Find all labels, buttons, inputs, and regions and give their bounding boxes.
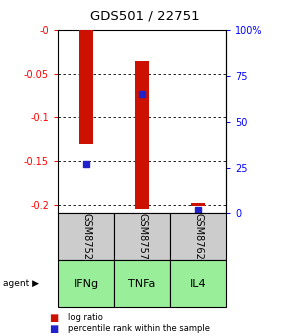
Bar	[79, 30, 93, 143]
Text: ■: ■	[49, 324, 59, 334]
Text: GSM8757: GSM8757	[137, 213, 147, 260]
Text: IL4: IL4	[190, 279, 206, 289]
Text: ■: ■	[49, 312, 59, 323]
Text: GSM8762: GSM8762	[193, 213, 203, 260]
Bar	[135, 61, 149, 209]
Bar	[191, 203, 205, 206]
Text: log ratio: log ratio	[68, 313, 103, 322]
Text: GSM8752: GSM8752	[81, 213, 91, 260]
Text: percentile rank within the sample: percentile rank within the sample	[68, 324, 210, 333]
Text: TNFa: TNFa	[128, 279, 156, 289]
Text: GDS501 / 22751: GDS501 / 22751	[90, 10, 200, 23]
Text: agent ▶: agent ▶	[3, 280, 39, 288]
Text: IFNg: IFNg	[73, 279, 99, 289]
